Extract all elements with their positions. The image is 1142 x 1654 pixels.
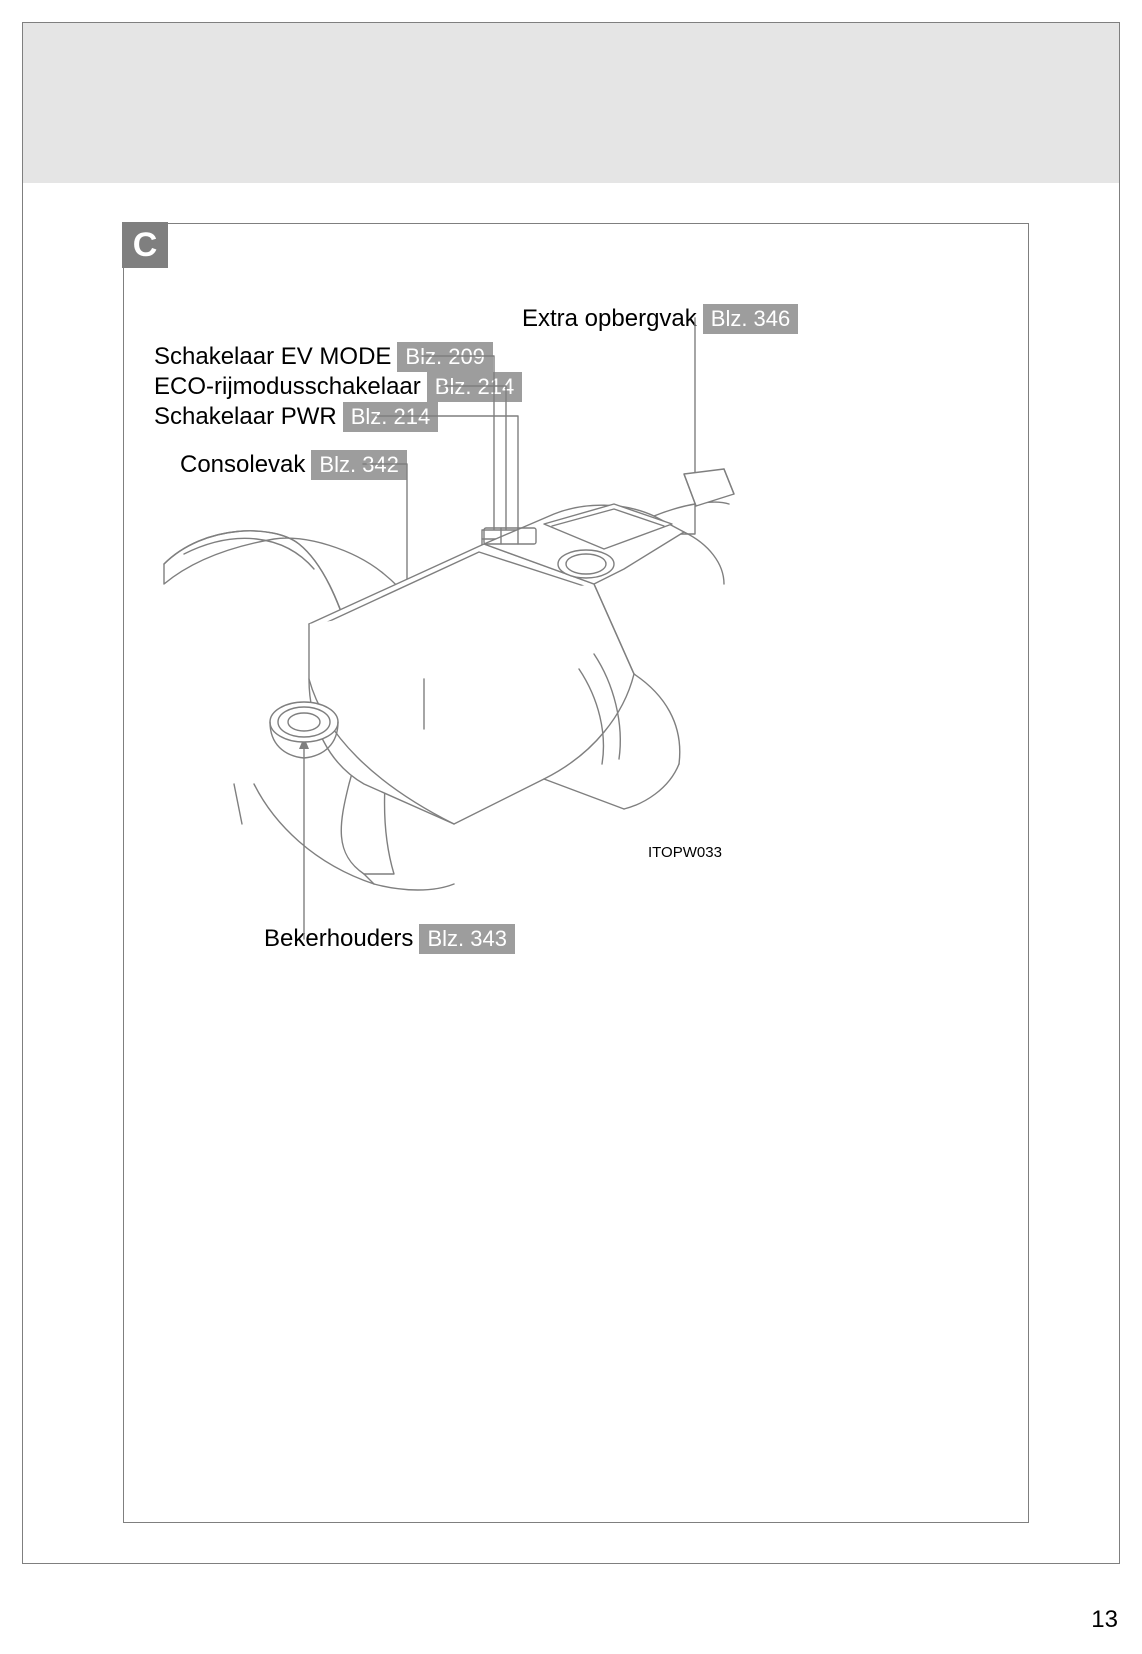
console-diagram — [124, 224, 1030, 1004]
page-frame: C Extra opbergvak Blz. 346 Schakelaar EV… — [22, 22, 1120, 1564]
page-number: 13 — [1091, 1606, 1118, 1634]
header-band — [23, 23, 1119, 183]
content-frame: C Extra opbergvak Blz. 346 Schakelaar EV… — [123, 223, 1029, 1523]
image-code: ITOPW033 — [648, 844, 722, 861]
